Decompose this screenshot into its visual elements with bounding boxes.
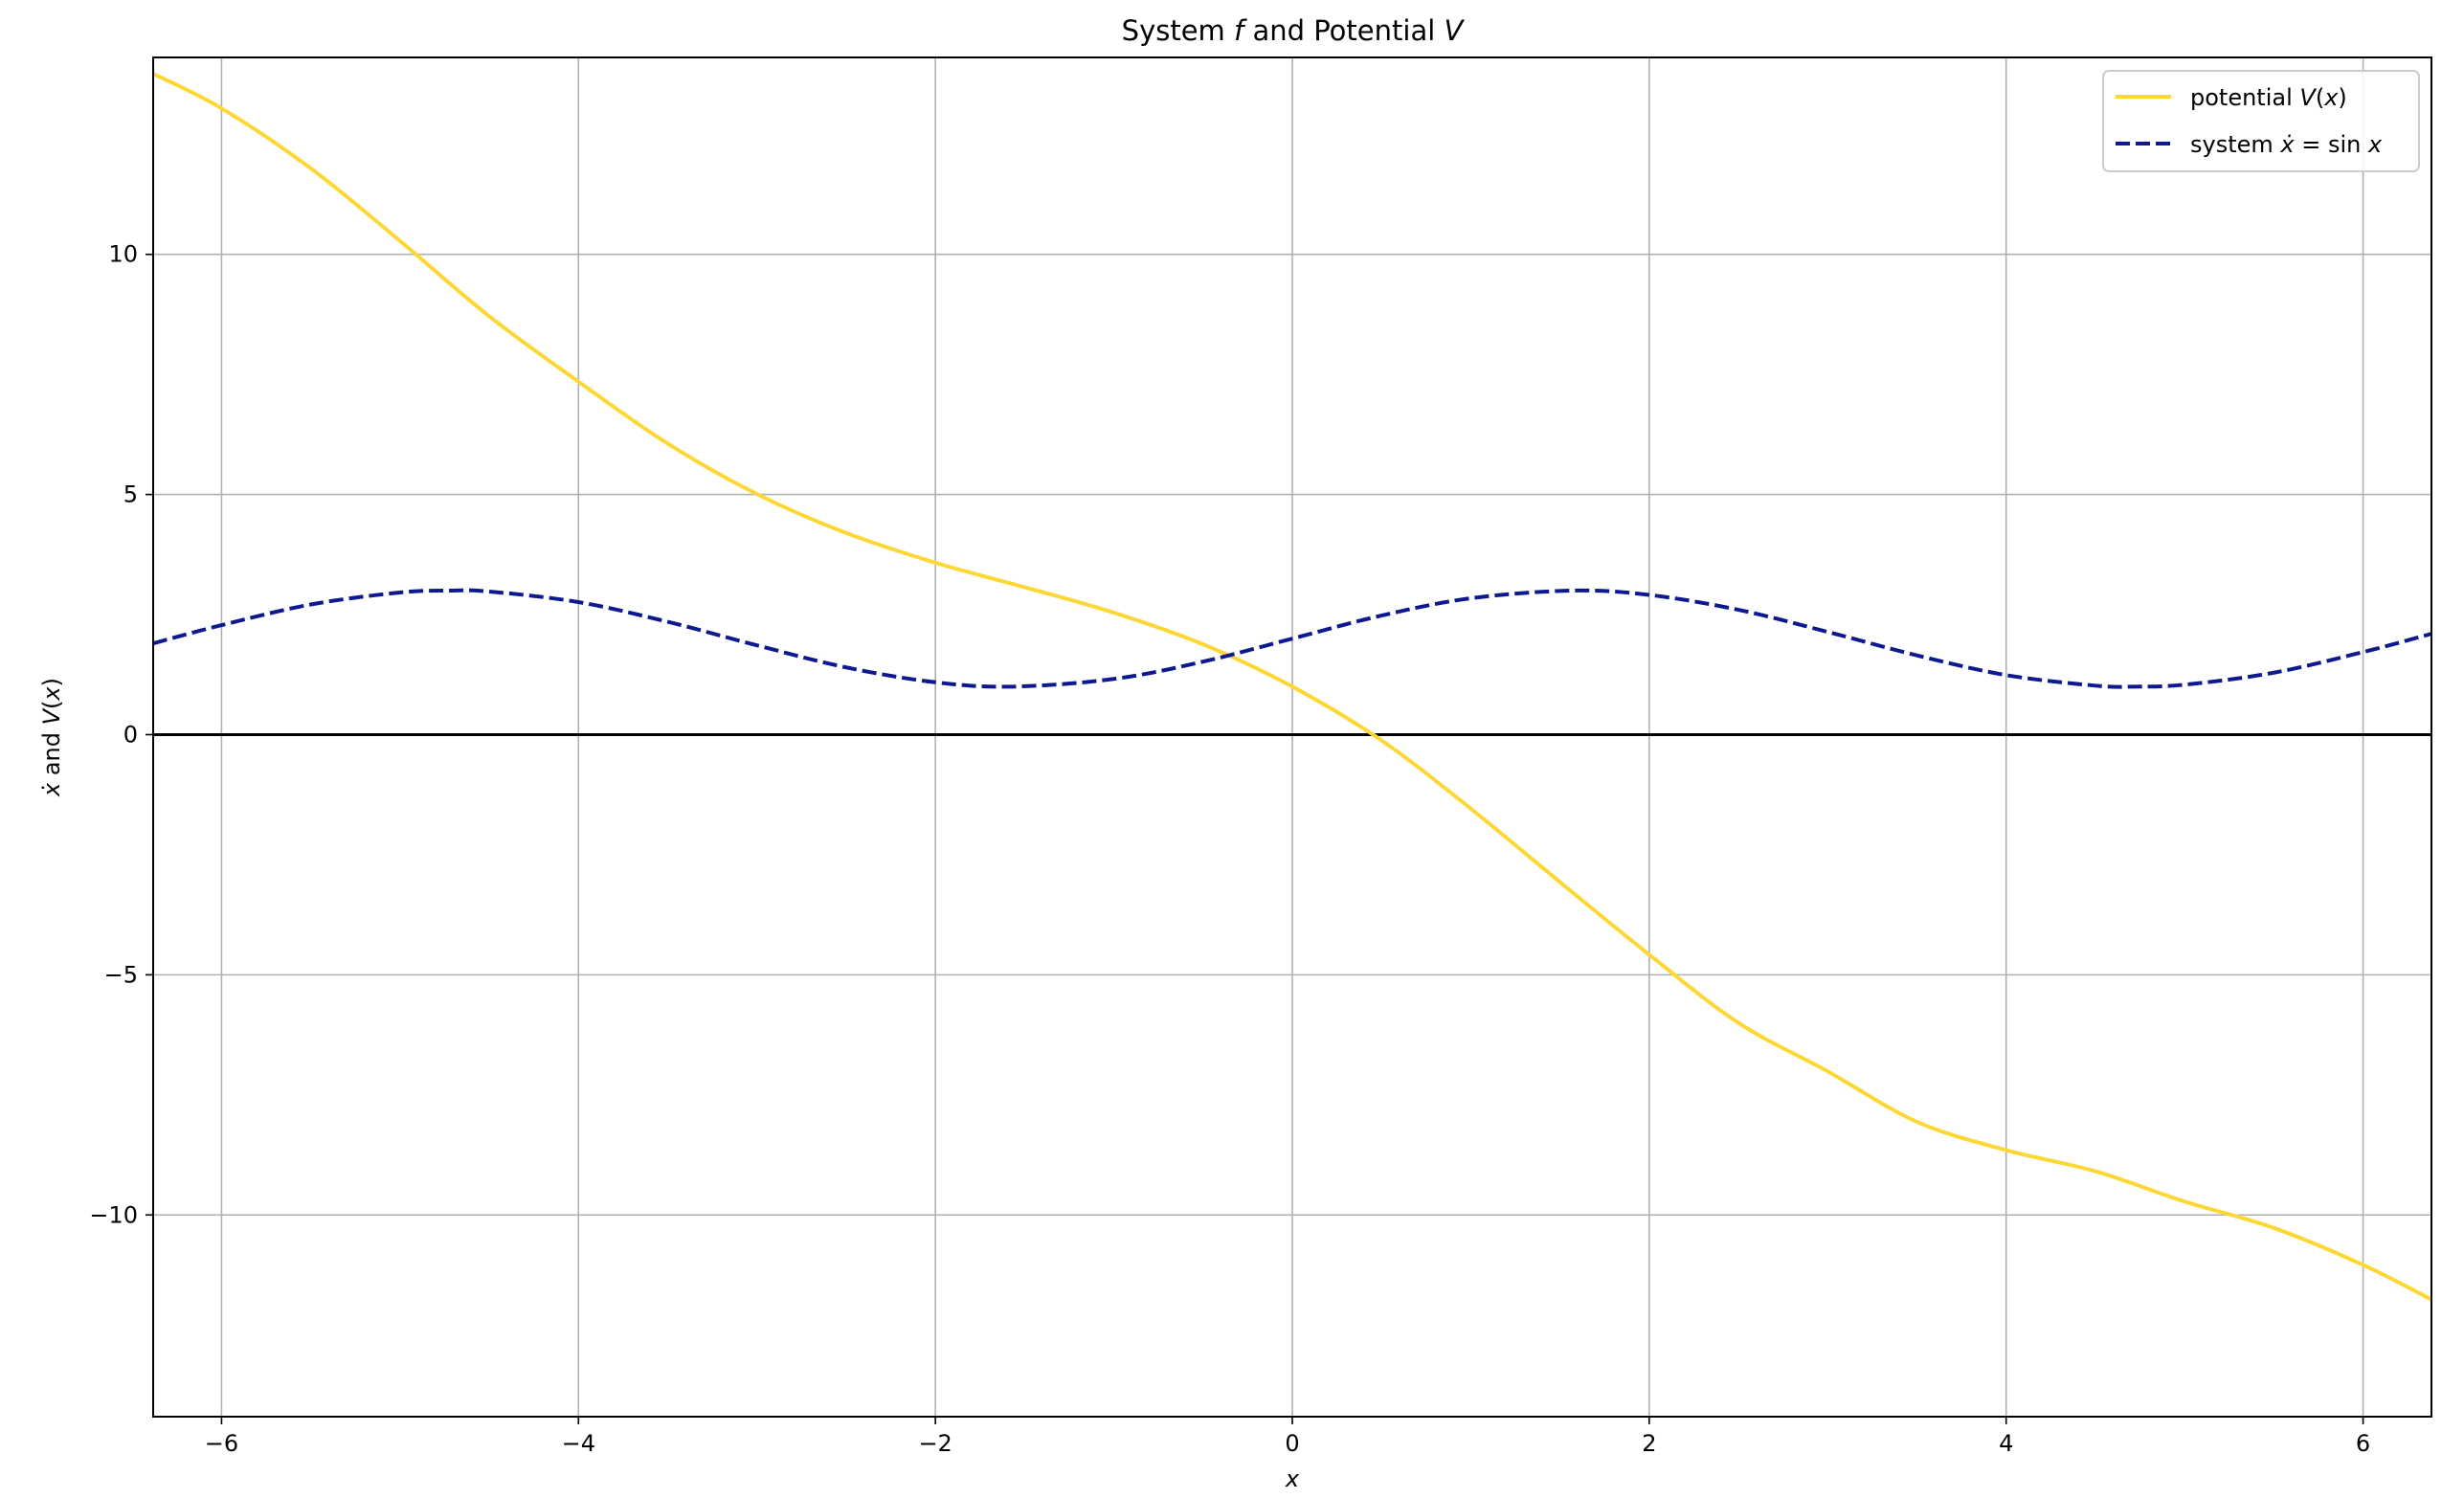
x-tick-label: −6 xyxy=(205,1430,238,1457)
y-axis-ticks: −10 −5 0 5 10 xyxy=(89,241,153,1228)
y-tick-label: −10 xyxy=(89,1201,138,1228)
x-axis-label: x xyxy=(1285,1465,1300,1492)
y-tick-label: 0 xyxy=(123,721,138,748)
y-tick-label: 10 xyxy=(108,241,138,268)
series-line-system xyxy=(152,588,2432,689)
series-line-potential xyxy=(152,72,2432,1302)
x-axis-ticks: −6 −4 −2 0 2 4 6 xyxy=(205,1417,2370,1457)
chart-title: System f and Potential V xyxy=(1122,14,1466,47)
y-axis-label: ẋ and V(x) xyxy=(38,678,65,797)
x-tick-label: −4 xyxy=(562,1430,595,1457)
legend-label-potential: potential V(x) xyxy=(2190,84,2347,111)
x-tick-label: −2 xyxy=(918,1430,952,1457)
legend-box xyxy=(2102,70,2420,172)
x-tick-label: 2 xyxy=(1642,1430,1656,1457)
y-tick-label: 5 xyxy=(123,481,138,508)
y-tick-label: −5 xyxy=(104,961,138,988)
series-layer xyxy=(152,72,2432,1302)
legend-label-system: system ẋ = sin x xyxy=(2190,131,2383,158)
x-tick-label: 6 xyxy=(2356,1430,2370,1457)
legend: potential V(x) system ẋ = sin x xyxy=(2102,70,2420,172)
x-tick-label: 0 xyxy=(1285,1430,1299,1457)
x-tick-label: 4 xyxy=(1999,1430,2013,1457)
